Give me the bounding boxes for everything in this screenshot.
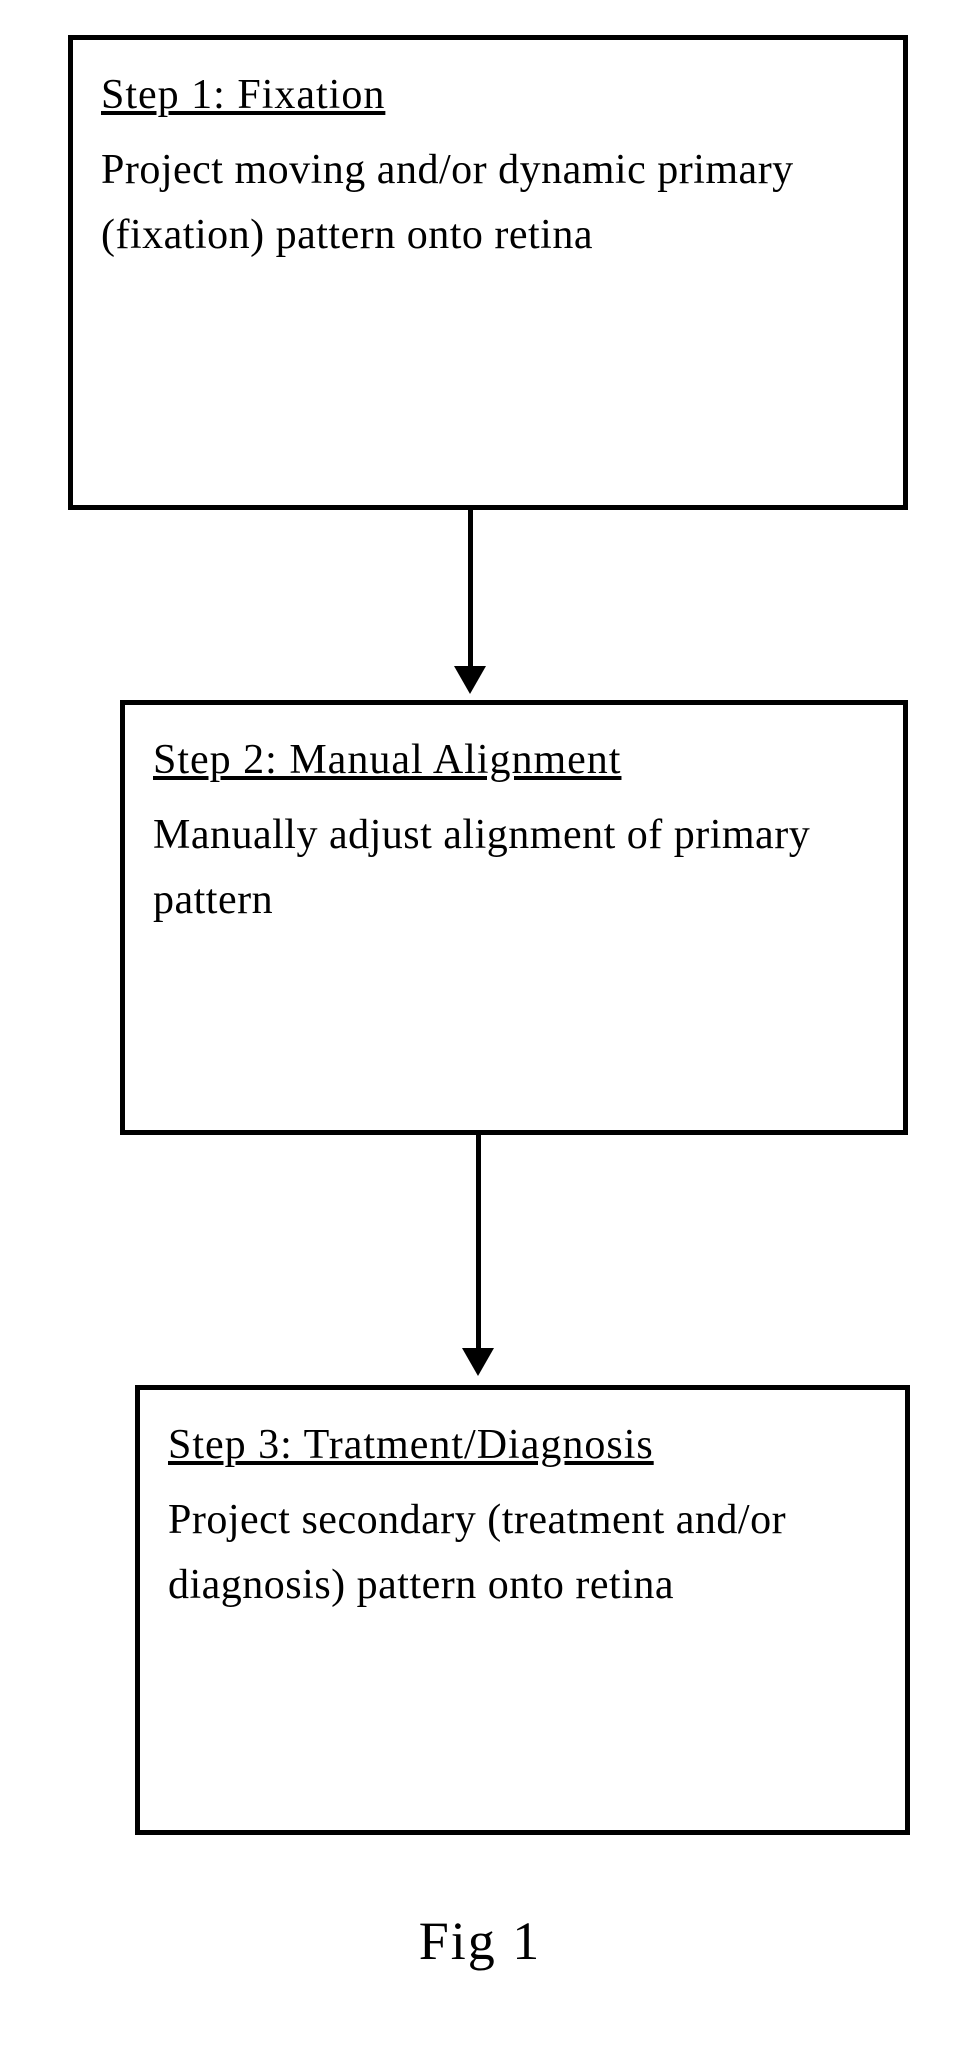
flowchart-step-2: Step 2: Manual Alignment Manually adjust…	[120, 700, 908, 1135]
flowchart-step-1: Step 1: Fixation Project moving and/or d…	[68, 35, 908, 510]
flowchart-step-3: Step 3: Tratment/Diagnosis Project secon…	[135, 1385, 910, 1835]
step-title: Step 3: Tratment/Diagnosis	[168, 1420, 877, 1470]
arrow-head-icon	[454, 666, 486, 694]
flowchart-arrow-2	[462, 1135, 494, 1376]
flowchart-arrow-1	[454, 510, 486, 694]
step-body: Project moving and/or dynamic primary (f…	[101, 138, 875, 268]
step-body: Manually adjust alignment of primary pat…	[153, 803, 875, 933]
arrow-head-icon	[462, 1348, 494, 1376]
arrow-line	[476, 1135, 481, 1350]
figure-label: Fig 1	[419, 1910, 542, 1972]
step-title: Step 1: Fixation	[101, 70, 875, 120]
arrow-line	[468, 510, 473, 668]
step-body: Project secondary (treatment and/or diag…	[168, 1488, 877, 1618]
step-title: Step 2: Manual Alignment	[153, 735, 875, 785]
